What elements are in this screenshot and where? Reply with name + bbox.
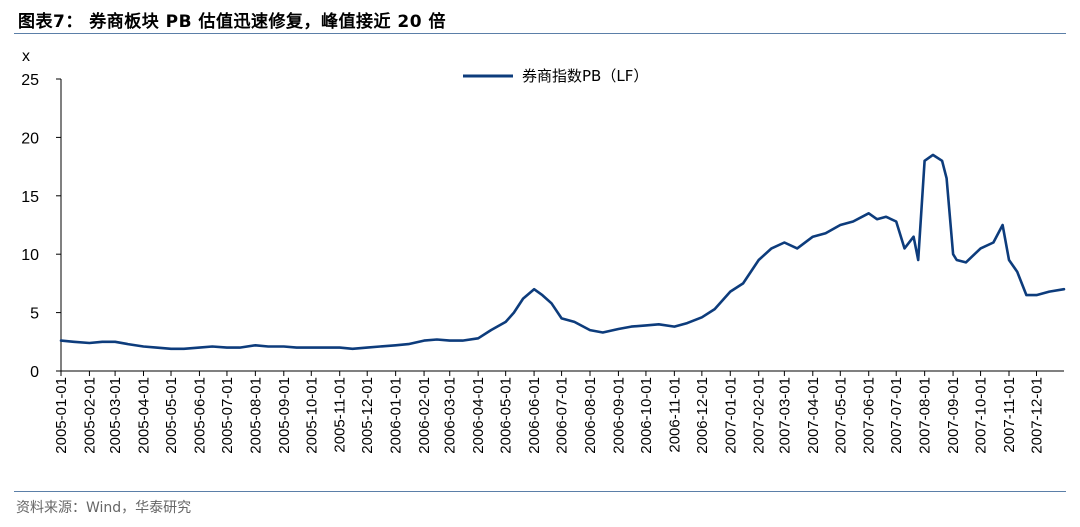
- title-divider: [14, 33, 1066, 34]
- x-tick-label: 2007-05-01: [832, 377, 849, 454]
- x-tick-label: 2005-05-01: [163, 377, 180, 454]
- x-tick-label: 2007-03-01: [776, 377, 793, 454]
- x-tick-label: 2006-08-01: [582, 377, 599, 454]
- line-chart: x 0 5 10 15 20 25 2005-01-01 2005-02-01 2005-03…: [21, 48, 1066, 454]
- y-axis-label: x: [22, 48, 30, 65]
- x-tick-label: 2007-09-01: [945, 377, 962, 454]
- y-tick-label: 10: [21, 247, 39, 264]
- x-tick-label: 2006-11-01: [666, 377, 683, 453]
- x-tick-label: 2005-04-01: [136, 377, 153, 454]
- x-tick-label: 2005-07-01: [219, 377, 236, 454]
- y-tick-label: 25: [21, 72, 39, 89]
- x-tick-label: 2005-01-01: [53, 377, 70, 454]
- x-tick-label: 2007-10-01: [973, 377, 990, 454]
- x-tick-label: 2006-04-01: [470, 377, 487, 454]
- x-tick-label: 2005-10-01: [303, 377, 320, 454]
- x-tick-label: 2006-03-01: [442, 377, 459, 454]
- footer-divider: [14, 491, 1066, 492]
- x-tick-label: 2007-07-01: [888, 377, 905, 454]
- x-tick-label: 2007-01-01: [722, 377, 739, 454]
- series-line-0: [59, 153, 1066, 351]
- x-tick-label: 2005-03-01: [107, 377, 124, 454]
- y-tick-label: 15: [21, 189, 39, 206]
- y-tick-label: 20: [21, 130, 39, 147]
- x-tick-label: 2005-06-01: [191, 377, 208, 454]
- y-axis: 0 5 10 15 20 25: [21, 72, 62, 381]
- y-tick-label: 5: [30, 306, 39, 323]
- x-tick-label: 2005-11-01: [332, 377, 349, 453]
- x-tick-label: 2007-06-01: [861, 377, 878, 454]
- legend-label: 券商指数PB（LF）: [522, 67, 648, 85]
- x-axis: 2005-01-01 2005-02-01 2005-03-01 2005-04-01…: [53, 370, 1064, 454]
- legend: 券商指数PB（LF）: [463, 67, 648, 85]
- chart-title: 图表7： 券商板块 PB 估值迅速修复，峰值接近 20 倍: [18, 12, 446, 32]
- x-tick-label: 2005-08-01: [247, 377, 264, 454]
- series-layer: [59, 153, 1066, 351]
- x-tick-label: 2007-12-01: [1028, 377, 1045, 454]
- x-tick-label: 2006-07-01: [554, 377, 571, 454]
- x-tick-label: 2005-09-01: [276, 377, 293, 454]
- x-tick-label: 2007-04-01: [805, 377, 822, 454]
- x-tick-label: 2006-06-01: [526, 377, 543, 454]
- x-tick-label: 2006-10-01: [638, 377, 655, 454]
- x-tick-label: 2006-09-01: [610, 377, 627, 454]
- x-tick-label: 2006-12-01: [694, 377, 711, 454]
- x-tick-label: 2007-08-01: [917, 377, 934, 454]
- x-tick-label: 2006-01-01: [388, 377, 405, 454]
- x-tick-label: 2007-11-01: [1001, 377, 1018, 453]
- x-tick-label: 2006-02-01: [416, 377, 433, 454]
- x-tick-label: 2006-05-01: [498, 377, 515, 454]
- source-note: 资料来源：Wind，华泰研究: [16, 500, 192, 516]
- x-tick-label: 2005-12-01: [359, 377, 376, 454]
- x-tick-label: 2007-02-01: [751, 377, 768, 454]
- y-tick-label: 0: [30, 364, 39, 381]
- x-tick-label: 2005-02-01: [81, 377, 98, 454]
